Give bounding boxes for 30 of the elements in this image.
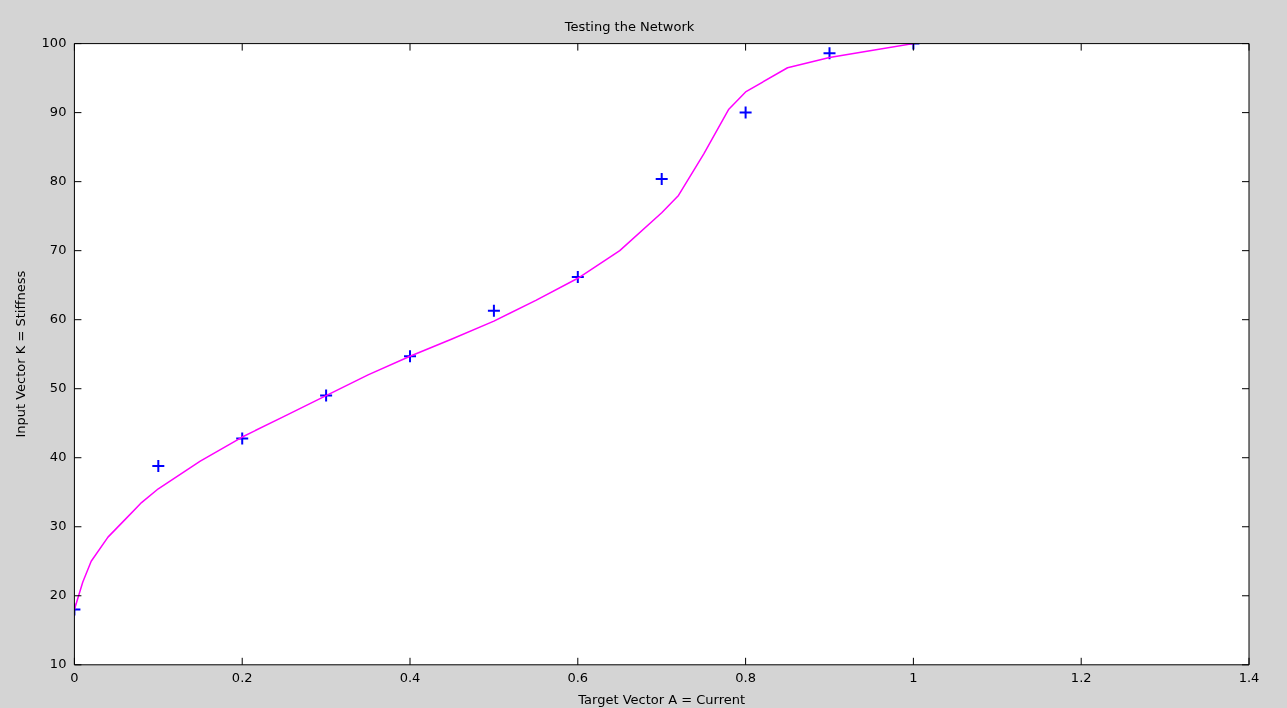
- y-tick-label: 10: [49, 656, 67, 672]
- x-tick-label: 0: [70, 669, 79, 685]
- chart-title: Testing the Network: [563, 19, 695, 35]
- y-tick-label: 70: [49, 242, 67, 258]
- point: [151, 459, 166, 474]
- y-tick-label: 30: [49, 518, 67, 534]
- x-tick-label: 0.6: [567, 669, 589, 685]
- x-tick-label: 0.8: [735, 669, 756, 685]
- point: [319, 388, 334, 403]
- y-tick-label: 60: [49, 311, 67, 327]
- point: [403, 349, 418, 364]
- x-tick-label: 1.2: [1070, 669, 1092, 685]
- y-tick-label: 20: [49, 587, 67, 603]
- x-tick-label: 0.2: [231, 669, 253, 685]
- y-axis-title: Input Vector K = Stiffness: [13, 270, 29, 438]
- y-tick-label: 80: [49, 173, 67, 189]
- y-tick-label: 40: [49, 449, 67, 465]
- y-tick-label: 100: [41, 34, 67, 50]
- point: [235, 431, 250, 446]
- x-tick-label: 1: [909, 669, 918, 685]
- point: [654, 171, 669, 186]
- point: [486, 303, 501, 318]
- point: [738, 105, 753, 120]
- point: [570, 269, 585, 284]
- y-tick-label: 50: [49, 380, 67, 396]
- x-axis-title: Target Vector A = Current: [577, 691, 746, 707]
- x-tick-label: 0.4: [399, 669, 421, 685]
- y-tick-label: 90: [49, 104, 67, 119]
- point: [822, 46, 837, 61]
- x-tick-label: 1.4: [1238, 669, 1260, 685]
